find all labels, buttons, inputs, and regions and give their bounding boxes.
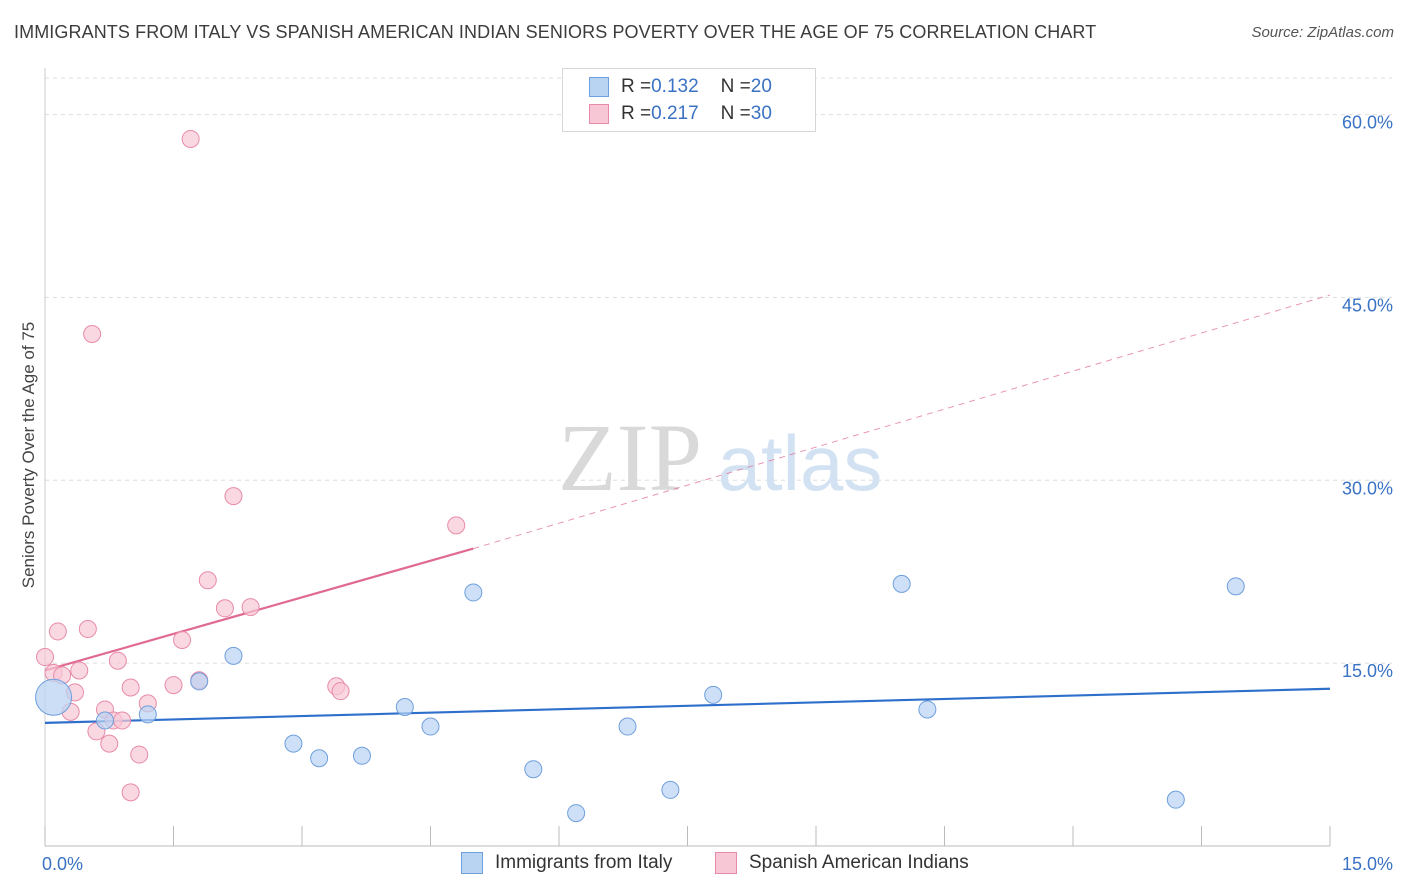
data-point-spanish (331, 682, 350, 701)
data-point-spanish (78, 620, 97, 639)
legend-row-italy: R = 0.132 N = 20 (589, 75, 772, 99)
data-point-spanish (121, 783, 140, 802)
legend-r-label: R = (621, 103, 652, 124)
trend-line-italy (44, 687, 1331, 724)
legend-row-spanish: R = 0.217 N = 30 (589, 102, 772, 126)
series-swatch-pink (715, 852, 737, 874)
data-point-italy (138, 705, 157, 724)
legend-n-value: 30 (750, 103, 772, 124)
series-name-italy: Immigrants from Italy (495, 852, 673, 873)
grid-lines (45, 77, 1392, 664)
legend-r-value: 0.132 (651, 76, 699, 97)
data-point-spanish (173, 630, 192, 649)
x-tick-label: 15.0% (1342, 854, 1393, 874)
axes (44, 68, 1331, 847)
watermark-atlas: atlas (718, 419, 883, 507)
data-point-italy (1166, 790, 1185, 809)
watermark-zip: ZIP (558, 404, 702, 511)
data-point-italy (421, 717, 440, 736)
chart-title: IMMIGRANTS FROM ITALY VS SPANISH AMERICA… (14, 22, 1097, 42)
data-point-italy (1226, 577, 1245, 596)
series-legend-italy: Immigrants from Italy (461, 852, 672, 874)
data-point-italy (95, 711, 114, 730)
y-tick-label: 60.0% (1342, 113, 1393, 133)
data-point-italy (35, 678, 73, 716)
data-points (35, 129, 1245, 823)
legend-r-label: R = (621, 76, 652, 97)
data-point-spanish (36, 648, 54, 667)
data-point-spanish (198, 571, 217, 590)
trend-extension-spanish (473, 294, 1331, 550)
legend-swatch-pink (589, 104, 609, 124)
data-point-italy (918, 700, 937, 719)
series-swatch-blue (461, 852, 483, 874)
correlation-legend: R = 0.132 N = 20 R = 0.217 N = 30 (562, 68, 816, 132)
data-point-italy (704, 685, 723, 704)
data-point-italy (190, 672, 209, 691)
y-tick-label: 45.0% (1342, 295, 1393, 315)
data-point-italy (224, 646, 243, 665)
legend-n-label: N = (720, 103, 751, 124)
data-point-spanish (164, 676, 183, 695)
legend-n-label: N = (720, 76, 751, 97)
data-point-italy (661, 780, 680, 799)
data-point-italy (395, 698, 414, 717)
watermark: ZIP atlas (558, 404, 882, 511)
data-point-spanish (241, 598, 260, 617)
tick-labels: 15.0% 30.0% 45.0% 60.0% 0.0% 15.0% (42, 113, 1393, 874)
data-point-italy (284, 734, 303, 753)
data-point-spanish (48, 622, 67, 641)
y-axis-label: Seniors Poverty Over the Age of 75 (19, 321, 38, 589)
source-label: Source: ZipAtlas.com (1251, 24, 1394, 41)
legend-n-value: 20 (750, 76, 772, 97)
data-point-italy (618, 717, 637, 736)
data-point-spanish (113, 711, 132, 730)
data-point-spanish (224, 487, 243, 506)
data-point-spanish (121, 678, 140, 697)
y-tick-label: 15.0% (1342, 661, 1393, 681)
data-point-italy (464, 583, 483, 602)
data-point-italy (567, 804, 586, 823)
data-point-spanish (181, 129, 200, 148)
x-tick-label: 0.0% (42, 854, 83, 874)
series-legend-spanish: Spanish American Indians (715, 852, 969, 874)
data-point-spanish (83, 325, 102, 343)
legend-swatch-blue (589, 77, 609, 97)
y-tick-label: 30.0% (1342, 478, 1393, 498)
data-point-spanish (100, 734, 119, 753)
data-point-italy (352, 746, 371, 765)
data-point-italy (892, 574, 911, 593)
data-point-spanish (70, 661, 89, 680)
series-name-spanish: Spanish American Indians (749, 852, 969, 873)
legend-r-value: 0.217 (651, 103, 699, 124)
data-point-italy (524, 760, 543, 779)
data-point-spanish (108, 651, 127, 670)
data-point-spanish (130, 745, 149, 764)
data-point-italy (310, 749, 329, 768)
data-point-spanish (447, 516, 466, 535)
data-point-spanish (215, 599, 234, 618)
